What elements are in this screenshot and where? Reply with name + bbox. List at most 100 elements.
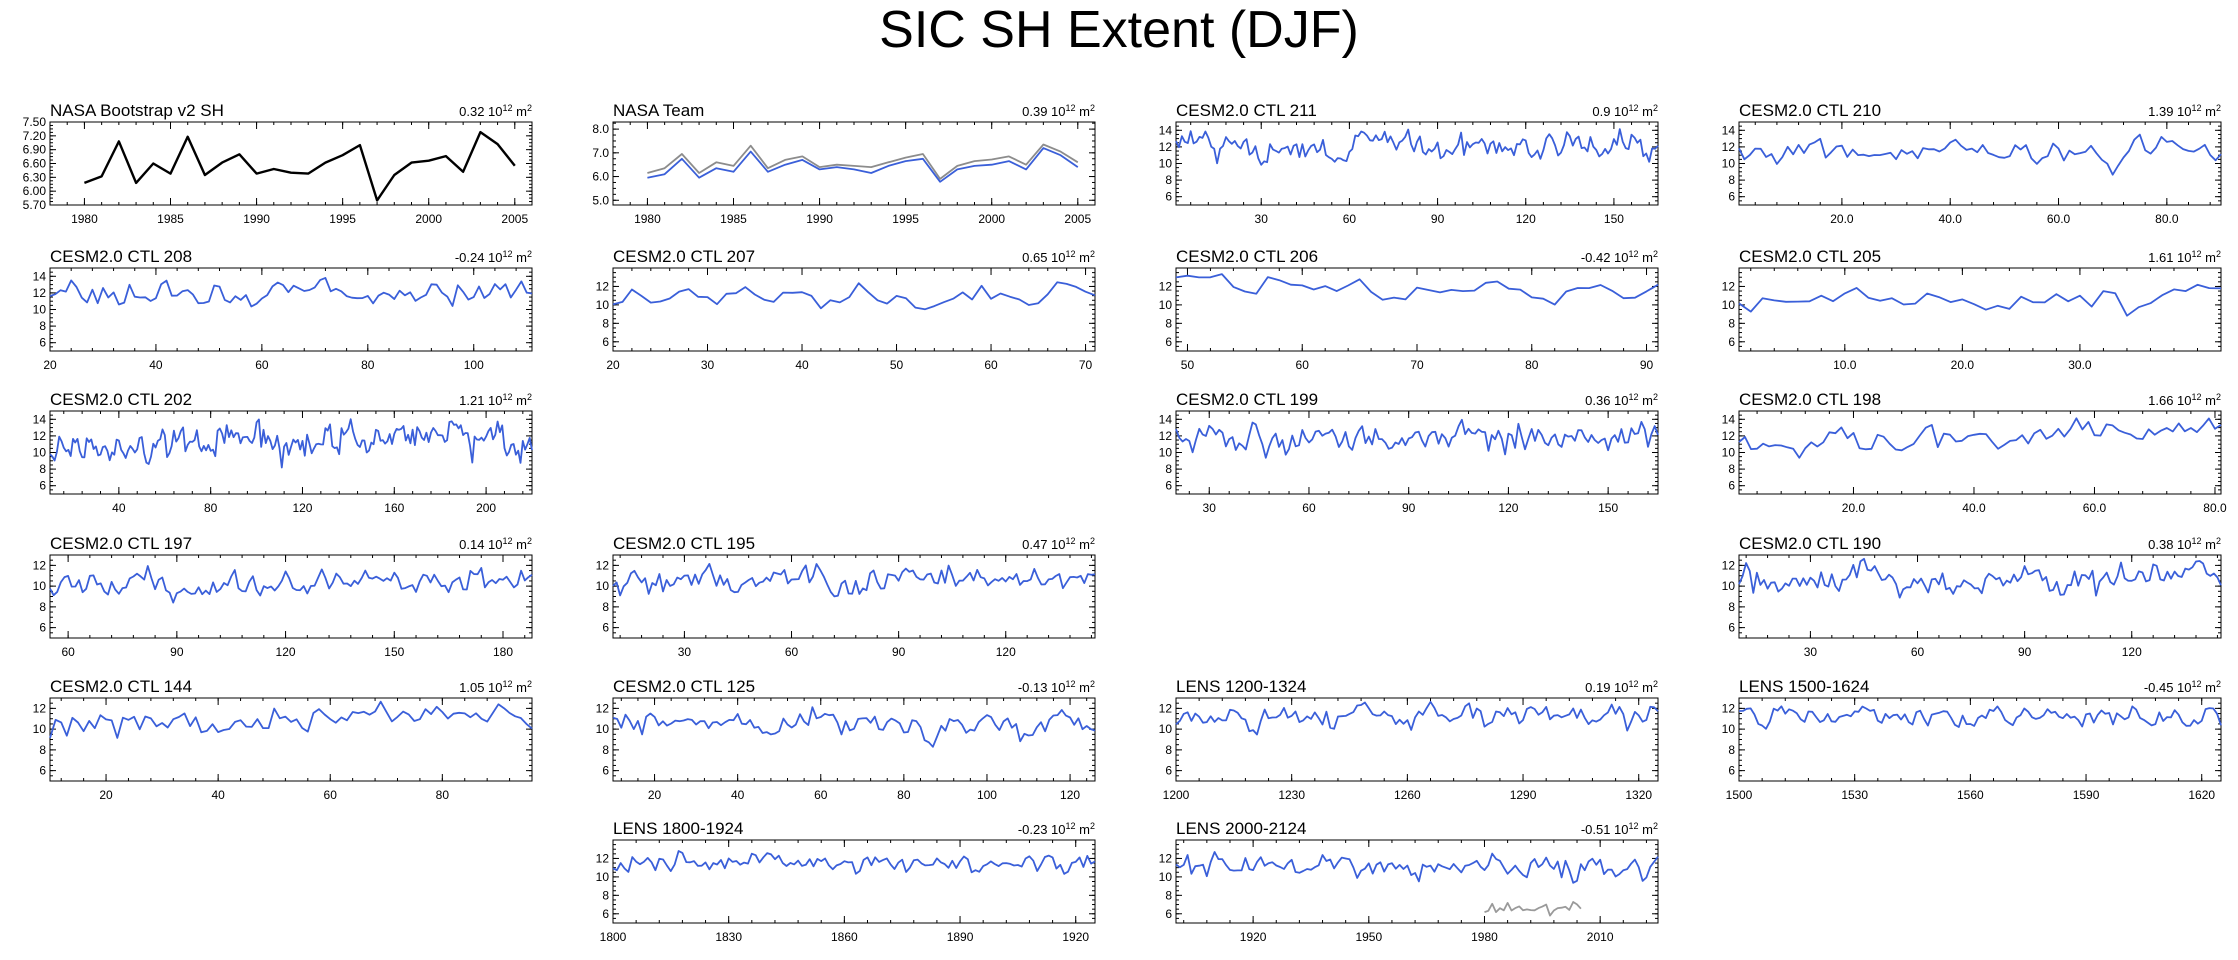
x-tick-label: 1230 xyxy=(1278,788,1305,802)
panel-trend: -0.45 1012 m2 xyxy=(2144,679,2221,695)
series-line xyxy=(1738,557,2222,599)
trend-unit-exponent: 2 xyxy=(527,249,532,259)
trend-value: 0.19 10 xyxy=(1585,680,1628,695)
plot-frame xyxy=(612,839,1096,924)
plot-frame xyxy=(1738,121,2222,206)
x-tick-label: 40 xyxy=(211,788,225,802)
y-tick-label: 6 xyxy=(1728,479,1735,493)
x-tick-label: 90 xyxy=(2018,645,2032,659)
trend-exponent: 12 xyxy=(503,392,513,402)
panel: NASA Bootstrap v2 SH 0.32 1012 m2 5.706.00… xyxy=(23,101,533,226)
panel-title: CESM2.0 CTL 207 xyxy=(613,247,755,266)
panel-trend: 1.61 1012 m2 xyxy=(2148,249,2221,265)
trend-exponent: 12 xyxy=(1066,821,1076,831)
y-tick-label: 10 xyxy=(1722,446,1736,460)
y-tick-label: 10 xyxy=(1722,157,1736,171)
series-line xyxy=(1738,705,2222,730)
series-line xyxy=(49,700,533,739)
panel-title: CESM2.0 CTL 210 xyxy=(1739,101,1881,120)
trend-exponent: 12 xyxy=(1066,536,1076,546)
panel-trend: 0.9 1012 m2 xyxy=(1592,103,1658,119)
trend-unit-exponent: 2 xyxy=(2216,536,2221,546)
y-tick-label: 6.0 xyxy=(592,170,609,184)
panel-trend: -0.24 1012 m2 xyxy=(455,249,532,265)
trend-exponent: 12 xyxy=(503,679,513,689)
y-tick-label: 7.0 xyxy=(592,146,609,160)
x-tick-label: 70 xyxy=(1079,358,1093,372)
x-tick-label: 1800 xyxy=(600,930,627,944)
x-tick-label: 30 xyxy=(701,358,715,372)
trend-exponent: 12 xyxy=(1629,103,1639,113)
trend-unit-exponent: 2 xyxy=(1653,249,1658,259)
trend-unit: m xyxy=(2202,250,2216,265)
series-line xyxy=(1175,418,1659,459)
x-tick-label: 20 xyxy=(43,358,57,372)
y-tick-label: 14 xyxy=(1722,123,1736,137)
plot-frame xyxy=(612,697,1096,782)
trend-value: 0.36 10 xyxy=(1585,393,1628,408)
x-tick-label: 2005 xyxy=(1064,212,1091,226)
y-tick-label: 6 xyxy=(1728,621,1735,635)
x-tick-label: 1990 xyxy=(806,212,833,226)
x-tick-label: 40.0 xyxy=(1939,212,1963,226)
x-tick-label: 1290 xyxy=(1510,788,1537,802)
panel-title: CESM2.0 CTL 144 xyxy=(50,677,192,696)
series-line xyxy=(612,281,1096,311)
panel-trend: 1.66 1012 m2 xyxy=(2148,392,2221,408)
y-tick-label: 8 xyxy=(602,600,609,614)
y-tick-label: 6 xyxy=(1728,190,1735,204)
panel-title: CESM2.0 CTL 199 xyxy=(1176,390,1318,409)
y-tick-label: 6.60 xyxy=(23,157,47,171)
y-tick-label: 6 xyxy=(1728,764,1735,778)
series-line xyxy=(612,706,1096,748)
y-tick-label: 8 xyxy=(39,600,46,614)
trend-value: -0.13 10 xyxy=(1018,680,1066,695)
x-tick-label: 100 xyxy=(464,358,484,372)
trend-value: -0.45 10 xyxy=(2144,680,2192,695)
x-tick-label: 180 xyxy=(493,645,513,659)
x-tick-label: 1920 xyxy=(1062,930,1089,944)
x-tick-label: 60 xyxy=(785,645,799,659)
trend-exponent: 12 xyxy=(503,536,513,546)
x-tick-label: 90 xyxy=(1431,212,1445,226)
x-tick-label: 1995 xyxy=(892,212,919,226)
trend-value: 0.38 10 xyxy=(2148,537,2191,552)
y-tick-label: 8 xyxy=(1728,173,1735,187)
y-tick-label: 12 xyxy=(596,701,610,715)
x-tick-label: 20 xyxy=(648,788,662,802)
x-tick-label: 50 xyxy=(1181,358,1195,372)
y-tick-label: 12 xyxy=(1159,279,1173,293)
y-tick-label: 12 xyxy=(596,851,610,865)
x-tick-label: 20.0 xyxy=(1830,212,1854,226)
y-tick-label: 8 xyxy=(39,743,46,757)
panel-trend: 0.38 1012 m2 xyxy=(2148,536,2221,552)
series-line xyxy=(647,147,1079,183)
trend-unit-exponent: 2 xyxy=(1653,392,1658,402)
trend-unit: m xyxy=(1076,250,1090,265)
panel: NASA Team 0.39 1012 m2 5.0 6.0 7.0 8.0 1980 198… xyxy=(592,101,1096,226)
panel-trend: 0.39 1012 m2 xyxy=(1022,103,1095,119)
series-line xyxy=(612,563,1096,598)
y-tick-label: 10 xyxy=(33,303,47,317)
trend-exponent: 12 xyxy=(1629,679,1639,689)
trend-unit-exponent: 2 xyxy=(1090,679,1095,689)
y-tick-label: 8 xyxy=(1728,600,1735,614)
figure-title: SIC SH Extent (DJF) xyxy=(879,1,1359,59)
series-line xyxy=(647,143,1079,180)
panel-trend: -0.51 1012 m2 xyxy=(1581,821,1658,837)
x-tick-label: 1950 xyxy=(1355,930,1382,944)
y-tick-label: 10 xyxy=(33,579,47,593)
y-tick-label: 10 xyxy=(1159,157,1173,171)
panel-trend: 0.47 1012 m2 xyxy=(1022,536,1095,552)
x-tick-label: 60 xyxy=(1911,645,1925,659)
panel-title: NASA Bootstrap v2 SH xyxy=(50,101,224,120)
x-tick-label: 60 xyxy=(324,788,338,802)
y-tick-label: 6 xyxy=(39,764,46,778)
y-tick-label: 14 xyxy=(1722,412,1736,426)
